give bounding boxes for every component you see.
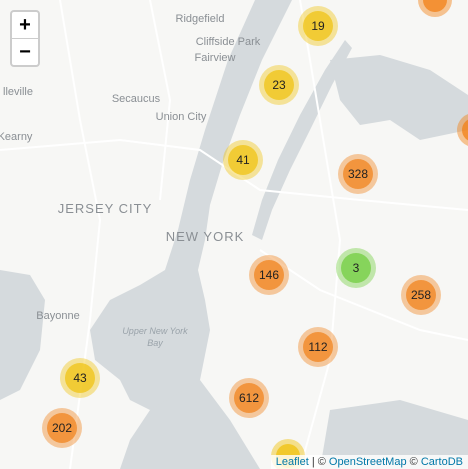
newark-bay [0,270,45,400]
jamaica-bay [320,400,468,469]
cluster-count: 43 [73,371,87,385]
attribution-text: © [409,456,418,468]
cluster-core [303,11,333,41]
east-river [252,40,352,240]
cluster-count: 41 [236,153,250,167]
cluster-core [65,363,95,393]
place-label: Bay [147,338,163,348]
cluster[interactable]: 23 [259,65,299,105]
place-label: NEW YORK [166,229,245,244]
zoom-out[interactable]: − [12,38,38,65]
cluster-core [343,159,373,189]
cluster-core [47,413,77,443]
cluster-count: 112 [308,340,327,354]
cluster-offscreen[interactable] [423,0,447,12]
place-label: Bayonne [36,310,79,322]
place-label: Union City [156,111,207,123]
place-label: JERSEY CITY [58,201,153,216]
place-label: Cliffside Park [196,36,261,48]
cluster-core [234,383,264,413]
attribution-text: | © [311,456,326,468]
cluster-core [254,260,284,290]
zoom-in[interactable]: + [19,14,31,36]
cluster[interactable]: 612 [229,378,269,418]
zoom-control: + − [10,10,40,67]
attribution-link[interactable]: CartoDB [420,456,463,468]
cluster[interactable]: 112 [298,327,338,367]
cluster-core [228,145,258,175]
cluster[interactable]: 41 [223,140,263,180]
cluster[interactable]: 43 [60,358,100,398]
place-label: Fairview [195,52,236,64]
cluster-count: 146 [259,268,279,282]
place-label: Ridgefield [176,13,225,25]
cluster[interactable]: 146 [249,255,289,295]
cluster-count: 23 [272,78,286,92]
cluster[interactable]: 328 [338,154,378,194]
lower-bay [120,380,260,469]
attribution-link[interactable]: Leaflet [275,456,309,468]
sound [330,55,468,140]
attribution: Leaflet | © OpenStreetMap © CartoDB [270,455,468,469]
cluster-core [341,253,371,283]
cluster-count: 3 [353,261,360,275]
cluster-count: 258 [411,288,431,302]
attribution-link[interactable]: OpenStreetMap [328,456,407,468]
cluster-count: 202 [52,421,72,435]
cluster[interactable]: 3 [336,248,376,288]
cluster-core [406,280,436,310]
cluster[interactable]: 202 [42,408,82,448]
place-label: Secaucus [112,93,161,105]
cluster-count: 612 [239,391,259,405]
place-label: Kearny [0,131,33,143]
cluster-count: 19 [311,19,325,33]
place-label: lleville [3,86,33,98]
cluster[interactable]: 258 [401,275,441,315]
hudson-river [90,0,292,410]
cluster-count: 328 [348,167,368,181]
cluster-offscreen[interactable] [462,118,468,142]
cluster-core [303,332,333,362]
place-label: Upper New York [122,326,188,336]
cluster-core [264,70,294,100]
cluster[interactable]: 19 [298,6,338,46]
